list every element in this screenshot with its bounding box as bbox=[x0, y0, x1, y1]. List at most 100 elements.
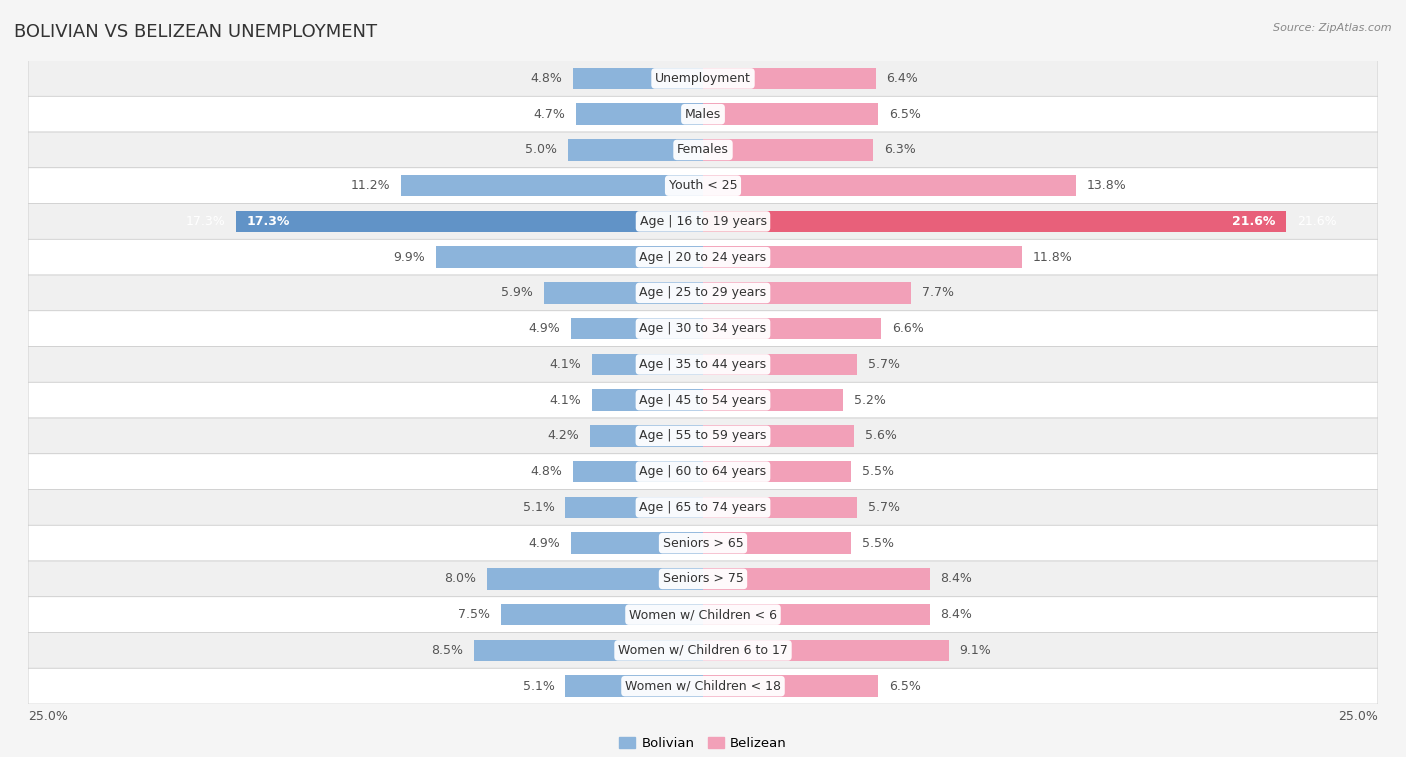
Text: Youth < 25: Youth < 25 bbox=[669, 179, 737, 192]
Bar bbox=[703, 675, 879, 697]
Bar bbox=[592, 354, 703, 375]
Bar bbox=[501, 604, 703, 625]
FancyBboxPatch shape bbox=[28, 418, 1378, 453]
Text: 13.8%: 13.8% bbox=[1087, 179, 1126, 192]
Bar bbox=[565, 675, 703, 697]
Text: Seniors > 65: Seniors > 65 bbox=[662, 537, 744, 550]
Text: 5.1%: 5.1% bbox=[523, 501, 554, 514]
Text: 4.7%: 4.7% bbox=[533, 107, 565, 120]
FancyBboxPatch shape bbox=[28, 132, 1378, 168]
FancyBboxPatch shape bbox=[28, 204, 1378, 239]
FancyBboxPatch shape bbox=[28, 311, 1378, 347]
Text: 4.8%: 4.8% bbox=[530, 72, 562, 85]
Bar bbox=[703, 354, 856, 375]
Bar bbox=[703, 318, 882, 339]
FancyBboxPatch shape bbox=[28, 633, 1378, 668]
Bar bbox=[703, 604, 929, 625]
Bar bbox=[703, 569, 929, 590]
Text: 6.6%: 6.6% bbox=[891, 322, 924, 335]
Bar bbox=[236, 210, 703, 232]
FancyBboxPatch shape bbox=[28, 347, 1378, 382]
FancyBboxPatch shape bbox=[28, 239, 1378, 275]
FancyBboxPatch shape bbox=[28, 453, 1378, 490]
Bar bbox=[703, 497, 856, 518]
Text: Age | 16 to 19 years: Age | 16 to 19 years bbox=[640, 215, 766, 228]
Bar bbox=[401, 175, 703, 196]
FancyBboxPatch shape bbox=[28, 275, 1378, 311]
Bar bbox=[703, 104, 879, 125]
FancyBboxPatch shape bbox=[28, 490, 1378, 525]
FancyBboxPatch shape bbox=[28, 96, 1378, 132]
Bar bbox=[703, 532, 852, 554]
FancyBboxPatch shape bbox=[28, 525, 1378, 561]
Text: 5.9%: 5.9% bbox=[501, 286, 533, 300]
Bar bbox=[703, 67, 876, 89]
FancyBboxPatch shape bbox=[28, 561, 1378, 597]
Bar bbox=[544, 282, 703, 304]
Text: 5.6%: 5.6% bbox=[865, 429, 897, 442]
Text: Women w/ Children < 6: Women w/ Children < 6 bbox=[628, 608, 778, 621]
Text: Age | 55 to 59 years: Age | 55 to 59 years bbox=[640, 429, 766, 442]
Text: 5.5%: 5.5% bbox=[862, 465, 894, 478]
Text: 4.9%: 4.9% bbox=[529, 322, 560, 335]
Text: 7.7%: 7.7% bbox=[922, 286, 953, 300]
Text: 25.0%: 25.0% bbox=[28, 710, 67, 723]
Text: Source: ZipAtlas.com: Source: ZipAtlas.com bbox=[1274, 23, 1392, 33]
Text: Unemployment: Unemployment bbox=[655, 72, 751, 85]
Text: 5.2%: 5.2% bbox=[855, 394, 886, 407]
Text: 7.5%: 7.5% bbox=[458, 608, 489, 621]
Bar bbox=[703, 389, 844, 411]
Bar bbox=[568, 139, 703, 160]
Text: 5.7%: 5.7% bbox=[868, 501, 900, 514]
Bar bbox=[571, 318, 703, 339]
Text: 17.3%: 17.3% bbox=[247, 215, 290, 228]
Text: 5.1%: 5.1% bbox=[523, 680, 554, 693]
Bar bbox=[436, 247, 703, 268]
Text: Age | 65 to 74 years: Age | 65 to 74 years bbox=[640, 501, 766, 514]
Text: 6.4%: 6.4% bbox=[887, 72, 918, 85]
FancyBboxPatch shape bbox=[28, 382, 1378, 418]
Bar bbox=[474, 640, 703, 661]
Bar bbox=[703, 640, 949, 661]
Text: Age | 25 to 29 years: Age | 25 to 29 years bbox=[640, 286, 766, 300]
Bar bbox=[589, 425, 703, 447]
Text: 9.1%: 9.1% bbox=[959, 644, 991, 657]
Text: BOLIVIAN VS BELIZEAN UNEMPLOYMENT: BOLIVIAN VS BELIZEAN UNEMPLOYMENT bbox=[14, 23, 377, 41]
Text: 5.7%: 5.7% bbox=[868, 358, 900, 371]
FancyBboxPatch shape bbox=[28, 668, 1378, 704]
Text: 17.3%: 17.3% bbox=[186, 215, 225, 228]
Text: 4.8%: 4.8% bbox=[530, 465, 562, 478]
Text: 4.2%: 4.2% bbox=[547, 429, 579, 442]
Bar bbox=[703, 282, 911, 304]
Text: 11.2%: 11.2% bbox=[350, 179, 389, 192]
Text: 5.5%: 5.5% bbox=[862, 537, 894, 550]
Text: Males: Males bbox=[685, 107, 721, 120]
Text: 6.3%: 6.3% bbox=[884, 143, 915, 157]
Text: Women w/ Children < 18: Women w/ Children < 18 bbox=[626, 680, 780, 693]
Bar bbox=[703, 247, 1022, 268]
FancyBboxPatch shape bbox=[28, 597, 1378, 633]
Text: 11.8%: 11.8% bbox=[1032, 251, 1073, 263]
Legend: Bolivian, Belizean: Bolivian, Belizean bbox=[614, 732, 792, 755]
Text: Age | 35 to 44 years: Age | 35 to 44 years bbox=[640, 358, 766, 371]
Text: Seniors > 75: Seniors > 75 bbox=[662, 572, 744, 585]
Text: 6.5%: 6.5% bbox=[889, 107, 921, 120]
Text: 21.6%: 21.6% bbox=[1232, 215, 1275, 228]
Bar bbox=[703, 139, 873, 160]
Text: Age | 45 to 54 years: Age | 45 to 54 years bbox=[640, 394, 766, 407]
Bar bbox=[703, 210, 1286, 232]
Bar bbox=[571, 532, 703, 554]
Text: Females: Females bbox=[678, 143, 728, 157]
Text: 8.5%: 8.5% bbox=[430, 644, 463, 657]
Bar bbox=[565, 497, 703, 518]
Text: 9.9%: 9.9% bbox=[394, 251, 425, 263]
Text: 4.1%: 4.1% bbox=[550, 394, 582, 407]
Text: 8.4%: 8.4% bbox=[941, 608, 973, 621]
Bar bbox=[592, 389, 703, 411]
Bar bbox=[703, 175, 1076, 196]
FancyBboxPatch shape bbox=[28, 168, 1378, 204]
Text: Age | 20 to 24 years: Age | 20 to 24 years bbox=[640, 251, 766, 263]
Text: 21.6%: 21.6% bbox=[1296, 215, 1337, 228]
Text: 6.5%: 6.5% bbox=[889, 680, 921, 693]
Text: 8.0%: 8.0% bbox=[444, 572, 477, 585]
